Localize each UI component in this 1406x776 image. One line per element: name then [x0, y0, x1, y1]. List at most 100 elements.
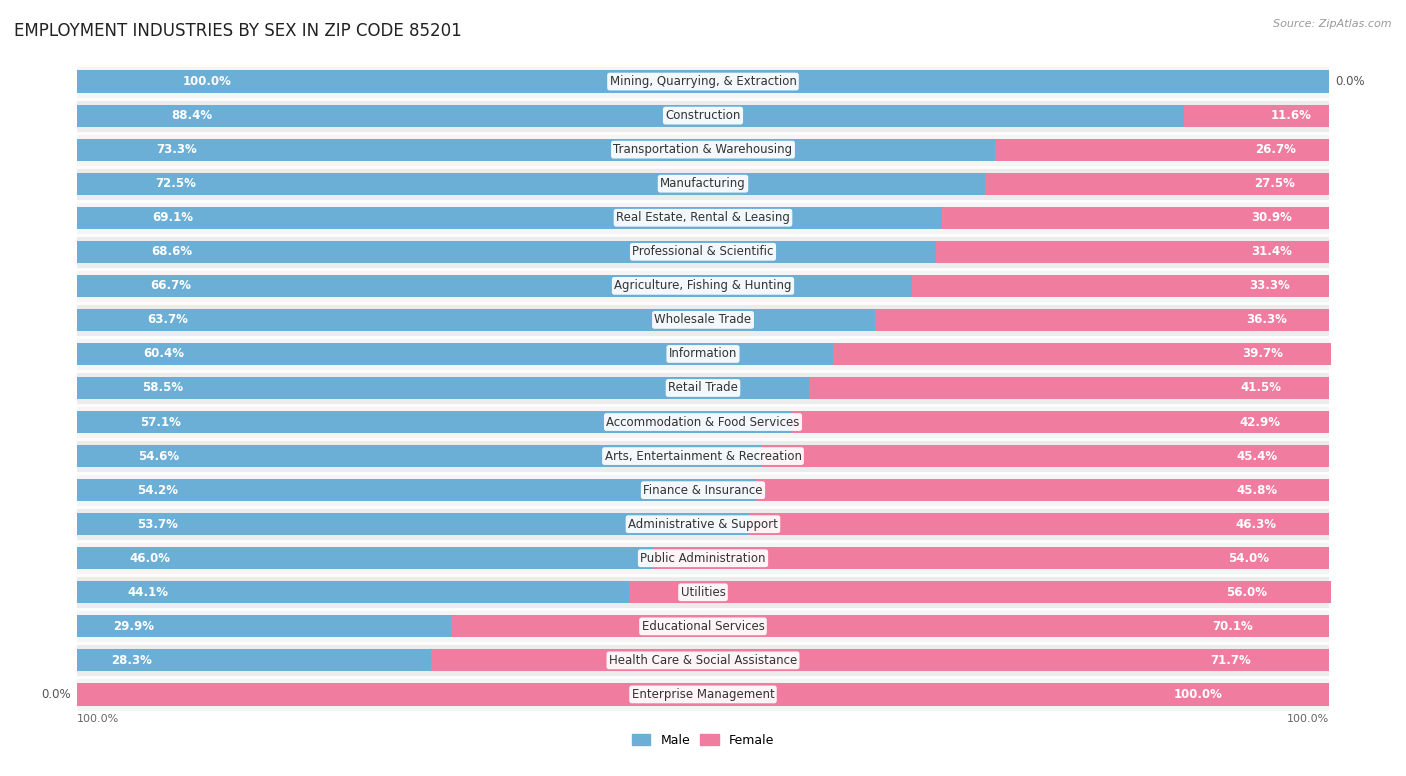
Bar: [875, 309, 1329, 331]
Text: Agriculture, Fishing & Hunting: Agriculture, Fishing & Hunting: [614, 279, 792, 293]
Text: Wholesale Trade: Wholesale Trade: [654, 314, 752, 327]
Bar: [77, 609, 1329, 643]
Text: 36.3%: 36.3%: [1246, 314, 1286, 327]
Text: Retail Trade: Retail Trade: [668, 382, 738, 394]
Text: 44.1%: 44.1%: [127, 586, 169, 599]
Bar: [77, 684, 1329, 705]
Bar: [451, 615, 1329, 637]
Bar: [77, 105, 1329, 126]
Text: 73.3%: 73.3%: [156, 143, 197, 156]
Text: Mining, Quarrying, & Extraction: Mining, Quarrying, & Extraction: [610, 75, 796, 88]
Text: Public Administration: Public Administration: [640, 552, 766, 565]
Bar: [77, 241, 936, 263]
Text: 100.0%: 100.0%: [77, 714, 120, 724]
Text: 39.7%: 39.7%: [1243, 348, 1284, 360]
Text: Real Estate, Rental & Leasing: Real Estate, Rental & Leasing: [616, 211, 790, 224]
Bar: [77, 201, 1329, 235]
Bar: [77, 411, 1329, 433]
Bar: [77, 139, 995, 161]
Text: 27.5%: 27.5%: [1254, 177, 1295, 190]
Bar: [77, 508, 1329, 541]
Bar: [77, 479, 1329, 501]
Bar: [77, 64, 1329, 99]
Text: 69.1%: 69.1%: [152, 211, 193, 224]
Bar: [77, 235, 1329, 268]
Bar: [77, 241, 1329, 263]
Bar: [77, 541, 1329, 575]
Text: 45.4%: 45.4%: [1236, 449, 1278, 462]
Text: 29.9%: 29.9%: [112, 620, 153, 633]
Bar: [77, 172, 984, 195]
Text: 54.6%: 54.6%: [138, 449, 179, 462]
Bar: [77, 547, 652, 570]
Bar: [77, 303, 1329, 337]
Text: Educational Services: Educational Services: [641, 620, 765, 633]
Text: Accommodation & Food Services: Accommodation & Food Services: [606, 416, 800, 428]
Bar: [77, 677, 1329, 712]
Text: 53.7%: 53.7%: [136, 518, 177, 531]
Text: 26.7%: 26.7%: [1256, 143, 1296, 156]
Text: 28.3%: 28.3%: [111, 654, 152, 667]
Text: Source: ZipAtlas.com: Source: ZipAtlas.com: [1274, 19, 1392, 29]
Bar: [77, 343, 834, 365]
Bar: [77, 377, 1329, 399]
Text: 46.0%: 46.0%: [129, 552, 170, 565]
Bar: [77, 172, 1329, 195]
Text: Finance & Insurance: Finance & Insurance: [644, 483, 762, 497]
Text: 30.9%: 30.9%: [1251, 211, 1292, 224]
Bar: [77, 99, 1329, 133]
Bar: [77, 309, 875, 331]
Text: 72.5%: 72.5%: [156, 177, 197, 190]
Bar: [77, 684, 1329, 705]
Text: 11.6%: 11.6%: [1271, 109, 1312, 122]
Bar: [77, 445, 761, 467]
Bar: [77, 167, 1329, 201]
Bar: [912, 275, 1329, 297]
Bar: [77, 206, 942, 229]
Text: EMPLOYMENT INDUSTRIES BY SEX IN ZIP CODE 85201: EMPLOYMENT INDUSTRIES BY SEX IN ZIP CODE…: [14, 23, 461, 40]
Bar: [77, 71, 1329, 92]
Bar: [77, 650, 432, 671]
Text: Transportation & Warehousing: Transportation & Warehousing: [613, 143, 793, 156]
Bar: [77, 275, 1329, 297]
Bar: [77, 513, 749, 535]
Bar: [810, 377, 1329, 399]
Text: 45.8%: 45.8%: [1236, 483, 1277, 497]
Text: Construction: Construction: [665, 109, 741, 122]
Bar: [77, 581, 628, 604]
Text: 70.1%: 70.1%: [1212, 620, 1253, 633]
Bar: [432, 650, 1329, 671]
Text: 100.0%: 100.0%: [1286, 714, 1329, 724]
Text: 33.3%: 33.3%: [1249, 279, 1289, 293]
Text: 0.0%: 0.0%: [1336, 75, 1365, 88]
Bar: [755, 479, 1329, 501]
Text: 68.6%: 68.6%: [152, 245, 193, 258]
Text: 63.7%: 63.7%: [146, 314, 187, 327]
Text: Administrative & Support: Administrative & Support: [628, 518, 778, 531]
Bar: [77, 650, 1329, 671]
Text: 66.7%: 66.7%: [150, 279, 191, 293]
Text: Information: Information: [669, 348, 737, 360]
Text: Utilities: Utilities: [681, 586, 725, 599]
Text: 56.0%: 56.0%: [1226, 586, 1267, 599]
Text: Health Care & Social Assistance: Health Care & Social Assistance: [609, 654, 797, 667]
Bar: [77, 581, 1329, 604]
Text: 54.0%: 54.0%: [1227, 552, 1270, 565]
Text: 31.4%: 31.4%: [1251, 245, 1292, 258]
Bar: [77, 445, 1329, 467]
Bar: [77, 411, 792, 433]
Bar: [77, 643, 1329, 677]
Bar: [77, 615, 1329, 637]
Bar: [77, 337, 1329, 371]
Bar: [77, 547, 1329, 570]
Text: 100.0%: 100.0%: [1174, 688, 1223, 701]
Legend: Male, Female: Male, Female: [627, 729, 779, 752]
Text: Arts, Entertainment & Recreation: Arts, Entertainment & Recreation: [605, 449, 801, 462]
Text: 54.2%: 54.2%: [138, 483, 179, 497]
Text: 57.1%: 57.1%: [141, 416, 181, 428]
Bar: [77, 139, 1329, 161]
Text: 41.5%: 41.5%: [1240, 382, 1281, 394]
Bar: [77, 71, 1329, 92]
Text: Manufacturing: Manufacturing: [661, 177, 745, 190]
Bar: [77, 377, 810, 399]
